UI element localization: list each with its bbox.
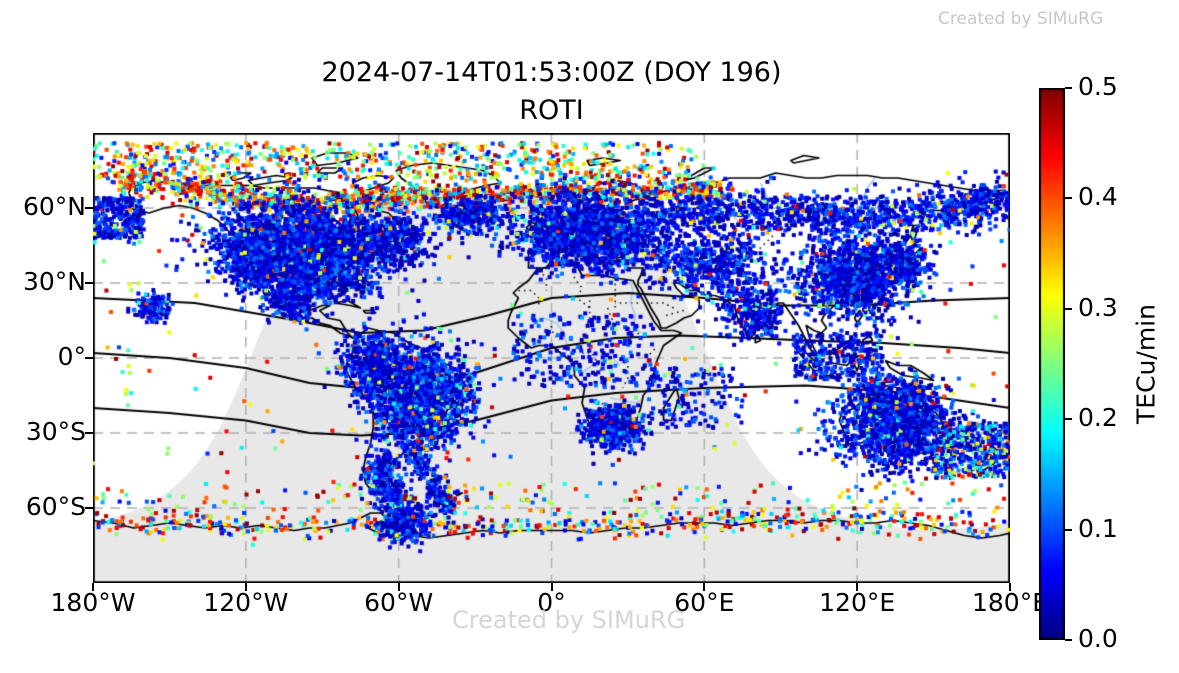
x-tick-label: 60°E [674, 588, 735, 617]
y-tick-mark [85, 357, 93, 359]
y-tick-label: 30°S [25, 417, 86, 446]
y-tick-label: 30°N [22, 267, 86, 296]
y-tick-label: 60°N [22, 192, 86, 221]
colorbar-tick-label: 0.5 [1078, 72, 1118, 101]
chart-subtitle: ROTI [519, 95, 584, 126]
y-tick-mark [85, 282, 93, 284]
y-tick-mark [85, 507, 93, 509]
x-tick-mark [703, 583, 706, 591]
y-tick-mark [85, 207, 93, 209]
colorbar-tick-mark [1065, 528, 1072, 531]
x-tick-mark [92, 583, 94, 591]
y-tick-label: 0° [57, 342, 86, 371]
x-tick-label: 120°W [203, 588, 289, 617]
watermark-top-right: Created by SIMuRG [938, 9, 1104, 29]
colorbar-tick-mark [1065, 87, 1072, 89]
x-tick-mark [244, 583, 247, 591]
x-tick-label: 120°E [819, 588, 896, 617]
colorbar-tick-mark [1065, 639, 1072, 641]
x-tick-label: 180°E [971, 588, 1048, 617]
chart-title: 2024-07-14T01:53:00Z (DOY 196) [321, 57, 782, 88]
colorbar-tick-label: 0.1 [1078, 513, 1118, 543]
colorbar-unit-label: TECu/min [1131, 304, 1161, 424]
colorbar-tick-label: 0.0 [1078, 624, 1118, 653]
y-tick-mark [85, 432, 93, 434]
x-tick-mark [1009, 583, 1011, 591]
x-tick-mark [397, 583, 400, 591]
x-tick-label: 180°W [50, 588, 136, 617]
watermark-bottom-center: Created by SIMuRG [452, 606, 686, 634]
x-tick-label: 60°W [364, 588, 434, 617]
world-map-canvas [93, 133, 1010, 583]
colorbar-tick-mark [1065, 307, 1072, 310]
colorbar-tick-label: 0.2 [1078, 403, 1118, 433]
colorbar-tick-label: 0.4 [1078, 182, 1118, 212]
x-tick-mark [550, 583, 553, 591]
colorbar-tick-mark [1065, 197, 1072, 200]
x-tick-label: 0° [537, 588, 566, 617]
colorbar-tick-mark [1065, 418, 1072, 421]
y-tick-label: 60°S [25, 492, 86, 521]
x-tick-mark [856, 583, 859, 591]
colorbar-canvas [1039, 88, 1065, 640]
colorbar-tick-label: 0.3 [1078, 292, 1118, 322]
